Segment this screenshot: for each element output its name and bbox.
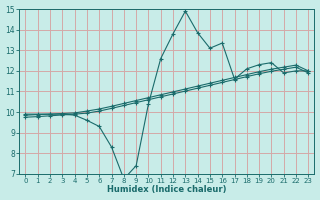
X-axis label: Humidex (Indice chaleur): Humidex (Indice chaleur) [107, 185, 227, 194]
